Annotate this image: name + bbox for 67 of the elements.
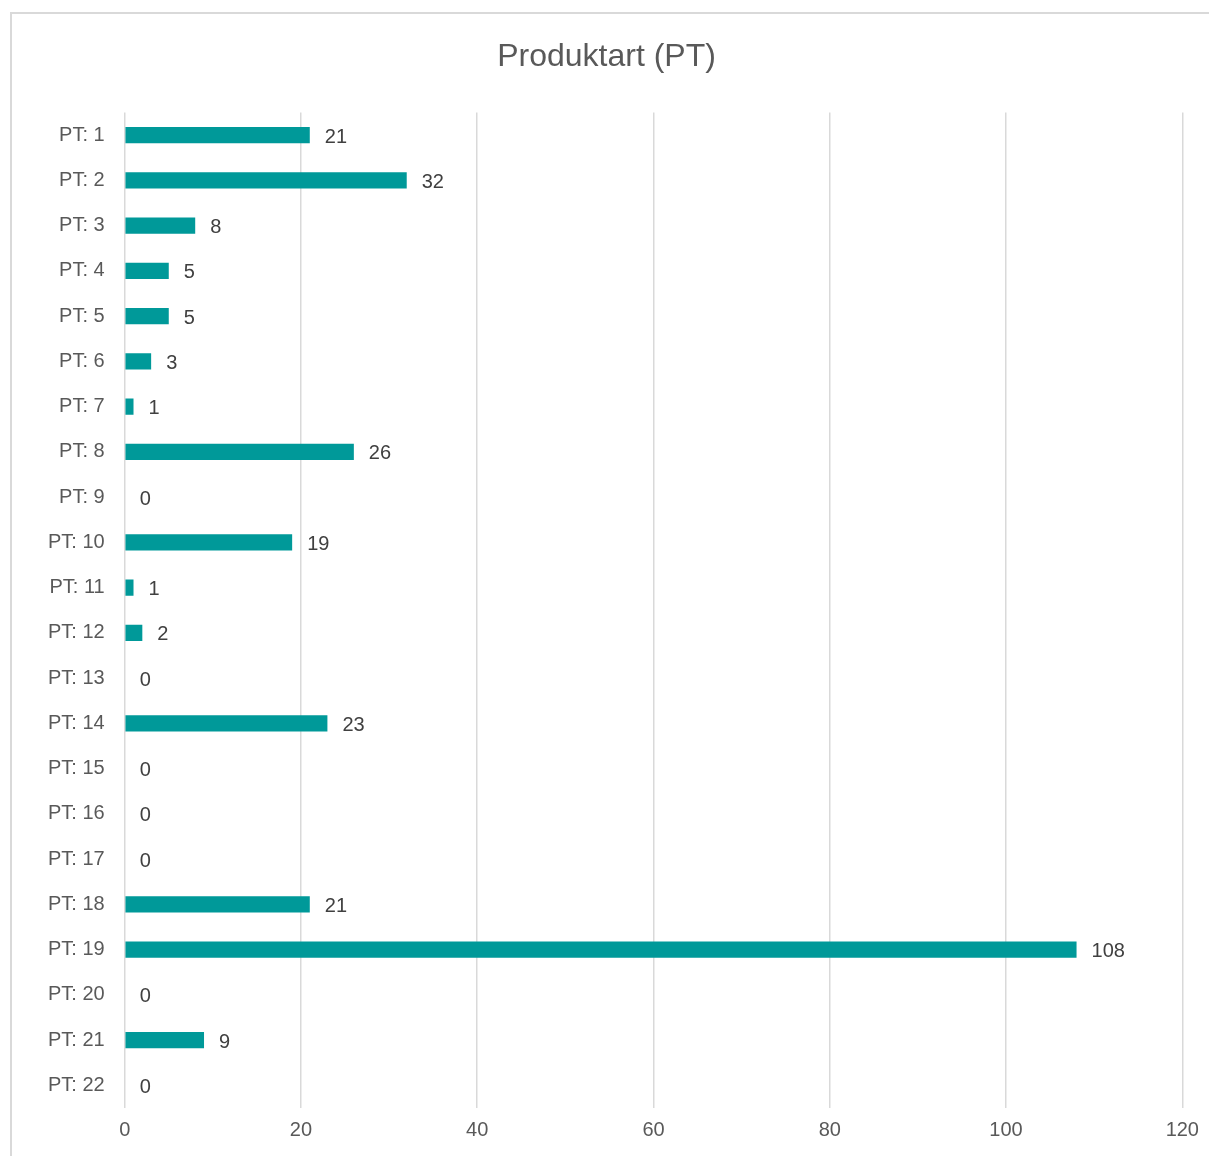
bar <box>125 1031 205 1049</box>
bar <box>125 126 310 144</box>
data-label: 5 <box>183 305 195 328</box>
x-tick-label: 0 <box>119 1117 131 1140</box>
data-label: 8 <box>210 215 222 238</box>
data-label: 32 <box>421 169 444 192</box>
bar <box>125 443 354 460</box>
x-tick-label: 60 <box>642 1117 665 1140</box>
chart-title: Produktart (PT) <box>497 37 716 74</box>
bar <box>125 534 293 551</box>
y-tick-label: PT: 15 <box>48 756 105 779</box>
y-tick-label: PT: 20 <box>48 982 105 1005</box>
bar <box>125 941 1077 958</box>
data-label: 0 <box>139 984 151 1007</box>
data-label: 9 <box>219 1029 231 1052</box>
data-label: 23 <box>342 712 365 735</box>
x-tick-label: 80 <box>818 1117 841 1140</box>
y-tick-label: PT: 10 <box>48 529 105 552</box>
y-tick-label: PT: 17 <box>48 846 105 869</box>
data-label: 19 <box>307 531 330 554</box>
y-tick-label: PT: 9 <box>59 484 105 507</box>
bar <box>125 624 143 641</box>
bar <box>125 262 169 279</box>
data-label: 108 <box>1091 939 1125 962</box>
bar <box>125 715 328 732</box>
y-tick-label: PT: 11 <box>49 575 105 598</box>
y-tick-label: PT: 5 <box>59 303 105 326</box>
y-tick-label: PT: 22 <box>48 1072 105 1095</box>
y-tick-label: PT: 14 <box>48 710 105 733</box>
data-label: 1 <box>148 396 160 419</box>
x-tick-label: 100 <box>989 1117 1023 1140</box>
y-tick-label: PT: 19 <box>48 937 105 960</box>
bar <box>125 217 196 234</box>
y-tick-label: PT: 8 <box>59 439 105 462</box>
data-label: 5 <box>183 260 195 283</box>
data-label: 26 <box>368 441 392 464</box>
data-label: 0 <box>139 758 151 781</box>
bar <box>125 579 134 596</box>
data-label: 21 <box>324 893 348 916</box>
data-label: 1 <box>148 577 160 600</box>
y-tick-label: PT: 18 <box>48 891 105 914</box>
y-tick-label: PT: 3 <box>59 213 105 236</box>
data-label: 21 <box>324 124 348 147</box>
y-tick-label: PT: 6 <box>59 348 105 371</box>
y-tick-label: PT: 1 <box>59 122 105 145</box>
data-label: 0 <box>139 803 151 826</box>
data-label: 0 <box>139 1074 151 1097</box>
y-tick-label: PT: 13 <box>48 665 105 688</box>
bar <box>125 307 169 325</box>
y-tick-label: PT: 21 <box>48 1027 105 1050</box>
y-tick-label: PT: 7 <box>59 394 105 417</box>
data-label: 3 <box>166 350 178 373</box>
bar <box>125 353 152 370</box>
y-tick-label: PT: 4 <box>59 258 105 281</box>
data-label: 2 <box>157 622 169 645</box>
x-tick-label: 120 <box>1165 1117 1199 1140</box>
bar <box>125 172 407 189</box>
data-label: 0 <box>139 848 151 871</box>
bar <box>125 398 134 415</box>
y-tick-label: PT: 16 <box>48 801 105 824</box>
data-label: 0 <box>139 486 151 509</box>
y-tick-label: PT: 12 <box>48 620 105 643</box>
x-tick-label: 20 <box>289 1117 313 1140</box>
x-tick-label: 40 <box>466 1117 489 1140</box>
bar <box>125 896 310 913</box>
data-label: 0 <box>139 667 151 690</box>
y-tick-label: PT: 2 <box>59 167 105 190</box>
